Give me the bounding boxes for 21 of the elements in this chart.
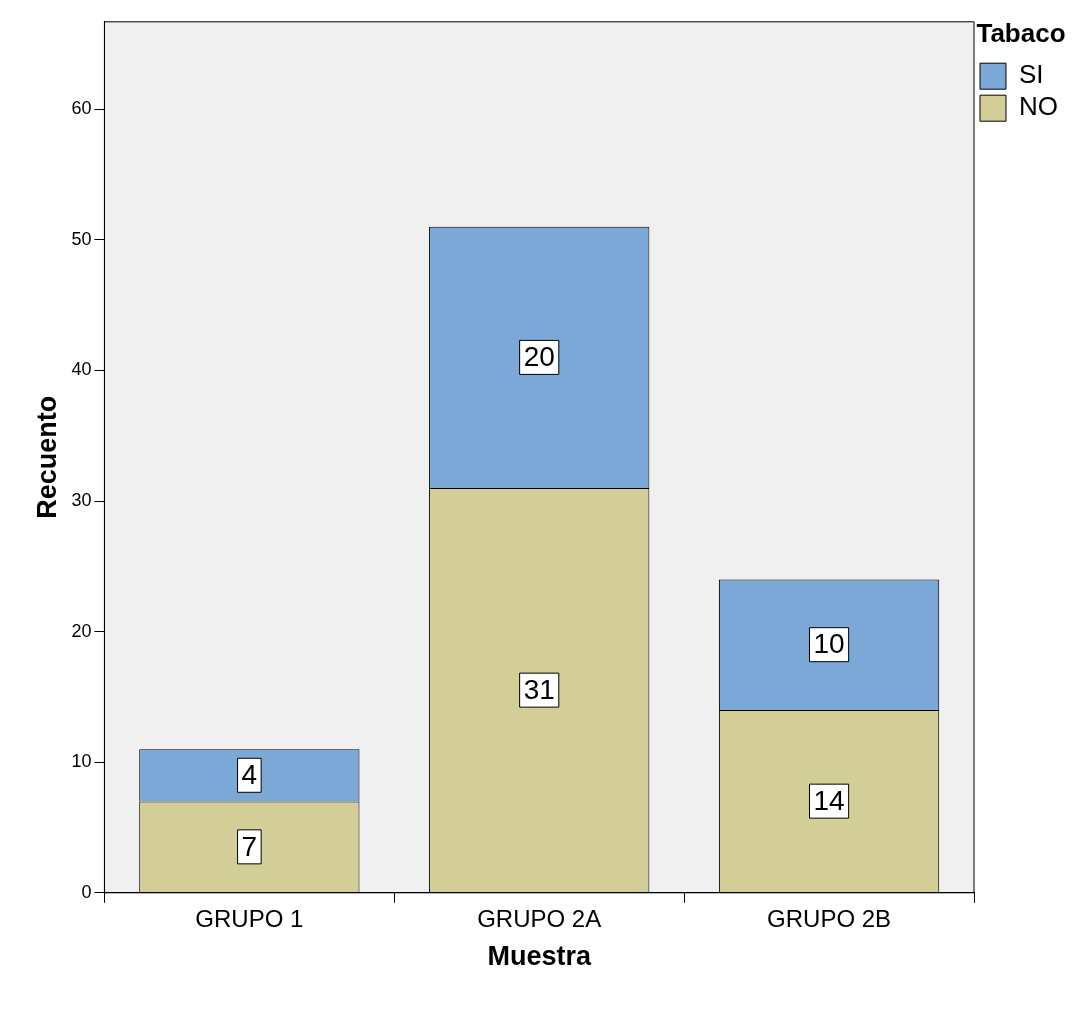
y-tick-label: 0 [81,881,92,902]
y-tick-label: 50 [71,228,92,249]
legend-title: Tabaco [976,18,1066,49]
y-tick-label: 20 [71,620,92,641]
x-tick-label: GRUPO 2B [767,904,892,932]
data-label: 20 [523,341,555,373]
y-tick-label: 30 [71,490,92,511]
y-tick-label: 60 [71,98,92,119]
y-tick-label: 40 [71,359,92,380]
x-tick-label: GRUPO 1 [195,904,304,932]
data-label: 7 [241,830,258,862]
data-label: 10 [813,628,845,660]
y-tick-label: 10 [71,751,92,772]
x-tick-label: GRUPO 2A [477,904,602,932]
legend-label: SI [1019,59,1044,90]
legend-label: NO [1019,91,1058,122]
y-axis-title: Recuento [31,395,62,519]
data-label: 4 [241,758,258,790]
data-label: 14 [813,784,845,816]
data-label: 31 [523,673,555,705]
x-axis-title: Muestra [487,941,592,972]
